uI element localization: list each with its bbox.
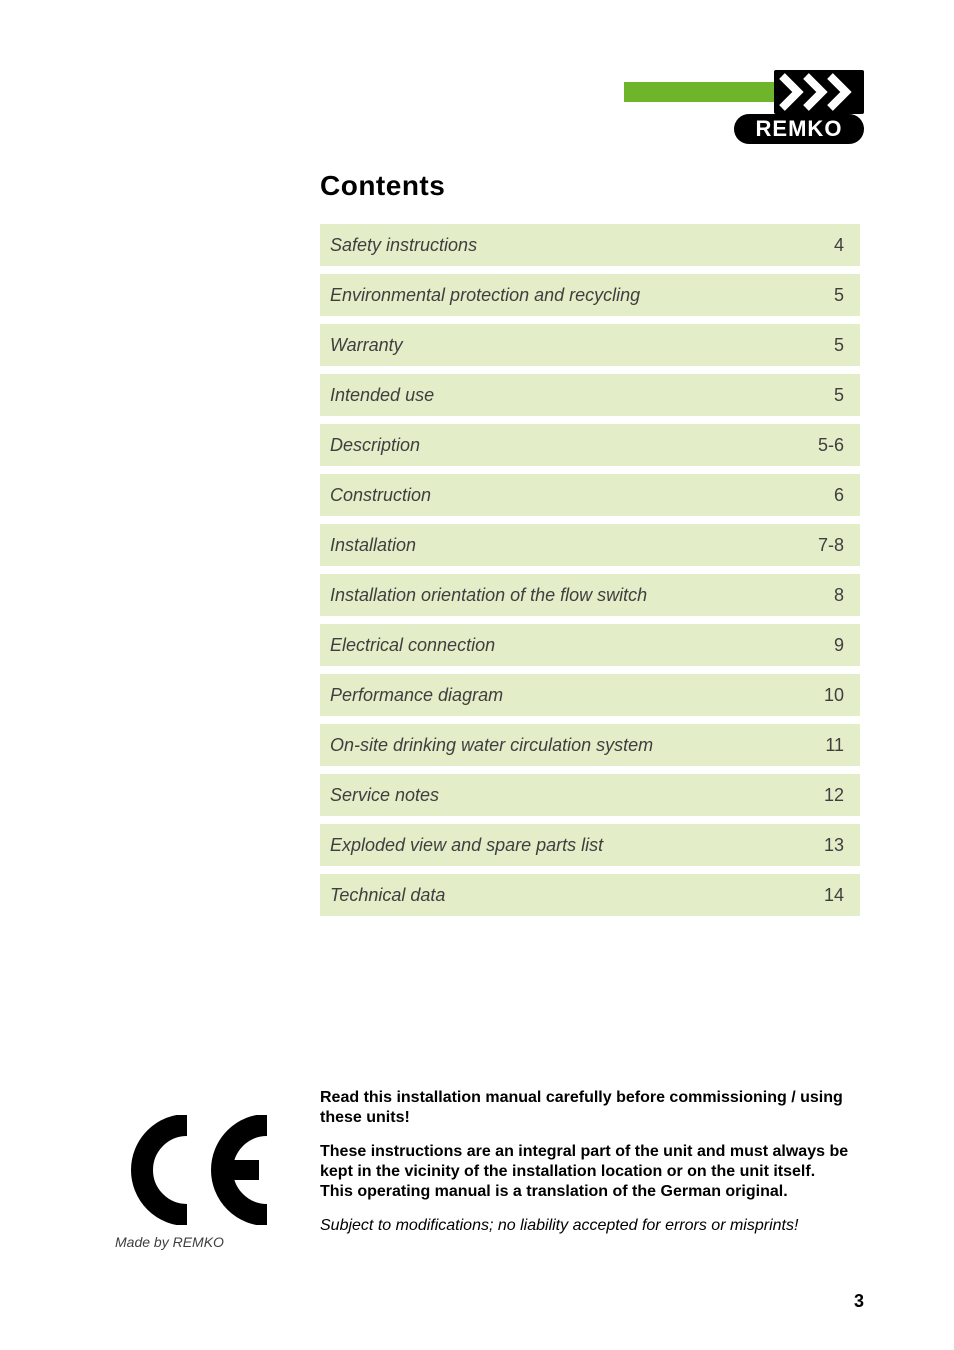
- toc-page: 6: [834, 485, 844, 506]
- footer-line-1: Read this installation manual carefully …: [320, 1088, 865, 1128]
- toc-row: Safety instructions 4: [320, 224, 860, 266]
- toc-row: Installation 7-8: [320, 524, 860, 566]
- footer-line-3: This operating manual is a translation o…: [320, 1183, 788, 1200]
- toc-row: Performance diagram 10: [320, 674, 860, 716]
- trademark-symbol: ®: [860, 70, 864, 80]
- contents-heading: Contents: [320, 170, 860, 202]
- toc-title: Electrical connection: [330, 635, 495, 656]
- toc-title: Installation orientation of the flow swi…: [330, 585, 647, 606]
- contents-section: Contents Safety instructions 4 Environment…: [320, 170, 860, 916]
- toc-page: 13: [824, 835, 844, 856]
- toc-title: Service notes: [330, 785, 439, 806]
- toc-row: Description 5-6: [320, 424, 860, 466]
- toc-page: 12: [824, 785, 844, 806]
- toc-page: 14: [824, 885, 844, 906]
- toc-page: 11: [825, 735, 844, 756]
- toc-page: 5-6: [818, 435, 844, 456]
- toc-page: 5: [834, 385, 844, 406]
- toc-title: Construction: [330, 485, 431, 506]
- toc-title: Description: [330, 435, 420, 456]
- toc-title: On-site drinking water circulation syste…: [330, 735, 653, 756]
- toc-row: Construction 6: [320, 474, 860, 516]
- toc-page: 10: [824, 685, 844, 706]
- footer-line-4: Subject to modifications; no liability a…: [320, 1216, 865, 1236]
- toc-row: Installation orientation of the flow swi…: [320, 574, 860, 616]
- toc-title: Warranty: [330, 335, 403, 356]
- ce-mark-icon: [115, 1115, 275, 1225]
- remko-logo: ® REMKO: [624, 70, 864, 145]
- toc-title: Technical data: [330, 885, 445, 906]
- brand-text: REMKO: [756, 116, 843, 141]
- toc-page: 5: [834, 285, 844, 306]
- toc-page: 8: [834, 585, 844, 606]
- footer-text-block: Read this installation manual carefully …: [320, 1088, 865, 1250]
- toc-row: On-site drinking water circulation syste…: [320, 724, 860, 766]
- ce-mark-block: Made by REMKO: [115, 1115, 290, 1250]
- toc-row: Electrical connection 9: [320, 624, 860, 666]
- toc-row: Intended use 5: [320, 374, 860, 416]
- footer-line-2: These instructions are an integral part …: [320, 1142, 865, 1202]
- toc-title: Intended use: [330, 385, 434, 406]
- toc-page: 9: [834, 635, 844, 656]
- toc-page: 5: [834, 335, 844, 356]
- toc-row: Exploded view and spare parts list 13: [320, 824, 860, 866]
- toc-title: Safety instructions: [330, 235, 477, 256]
- toc-page: 7-8: [818, 535, 844, 556]
- toc-title: Environmental protection and recycling: [330, 285, 640, 306]
- toc-row: Technical data 14: [320, 874, 860, 916]
- toc-title: Performance diagram: [330, 685, 503, 706]
- remko-logo-svg: ® REMKO: [624, 70, 864, 145]
- toc-title: Exploded view and spare parts list: [330, 835, 603, 856]
- page-number: 3: [854, 1291, 864, 1312]
- footer-line-2a: These instructions are an integral part …: [320, 1143, 848, 1180]
- toc-page: 4: [834, 235, 844, 256]
- toc-row: Service notes 12: [320, 774, 860, 816]
- toc-list: Safety instructions 4 Environmental protec…: [320, 224, 860, 916]
- ce-caption: Made by REMKO: [115, 1234, 290, 1250]
- toc-row: Environmental protection and recycling 5: [320, 274, 860, 316]
- toc-row: Warranty 5: [320, 324, 860, 366]
- toc-title: Installation: [330, 535, 416, 556]
- document-page: ® REMKO Contents Safety instructions 4 Env…: [0, 0, 954, 1350]
